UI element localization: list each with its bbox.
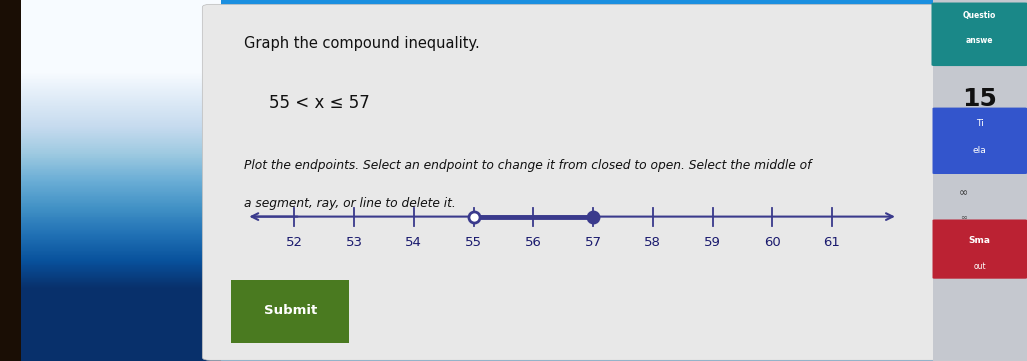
Text: 15: 15 [962, 87, 997, 110]
Text: Questio: Questio [963, 11, 996, 20]
Text: Graph the compound inequality.: Graph the compound inequality. [244, 36, 480, 51]
FancyBboxPatch shape [933, 219, 1027, 279]
Text: 61: 61 [824, 236, 840, 249]
Text: ∞: ∞ [960, 213, 966, 222]
Bar [0, 0, 21, 361]
FancyBboxPatch shape [224, 276, 356, 347]
FancyBboxPatch shape [933, 108, 1027, 174]
Text: 57: 57 [584, 236, 602, 249]
Text: 55: 55 [465, 236, 482, 249]
FancyBboxPatch shape [202, 4, 994, 360]
Text: answe: answe [966, 36, 993, 45]
Text: ela: ela [973, 146, 987, 155]
Text: 54: 54 [406, 236, 422, 249]
FancyBboxPatch shape [931, 3, 1027, 66]
Text: out: out [974, 262, 986, 271]
Text: a segment, ray, or line to delete it.: a segment, ray, or line to delete it. [244, 197, 456, 210]
Text: 53: 53 [345, 236, 363, 249]
Text: Submit: Submit [264, 304, 316, 317]
Text: Plot the endpoints. Select an endpoint to change it from closed to open. Select : Plot the endpoints. Select an endpoint t… [244, 159, 811, 172]
Text: Sma: Sma [968, 236, 991, 245]
Text: 58: 58 [644, 236, 661, 249]
Text: 55 < x ≤ 57: 55 < x ≤ 57 [269, 94, 370, 112]
Text: Ti: Ti [976, 119, 984, 128]
Text: 59: 59 [705, 236, 721, 249]
Bar [933, 0, 1027, 361]
Text: 52: 52 [286, 236, 303, 249]
Text: 60: 60 [764, 236, 781, 249]
Text: 56: 56 [525, 236, 541, 249]
Text: ∞: ∞ [958, 188, 968, 198]
